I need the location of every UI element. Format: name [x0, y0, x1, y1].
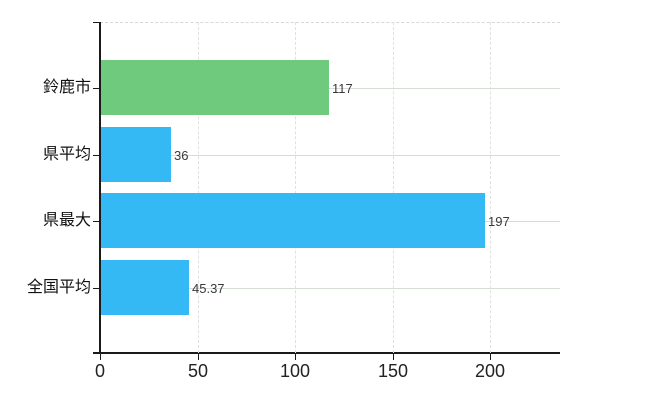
bar: [101, 193, 485, 248]
y-axis-tick: [93, 88, 100, 89]
y-axis-line: [99, 22, 101, 353]
x-axis-tick: [198, 354, 199, 360]
bar-value-label: 36: [174, 148, 189, 163]
y-axis-top-tick: [93, 22, 100, 23]
x-axis-tick: [490, 354, 491, 360]
category-label: 全国平均: [26, 279, 91, 296]
category-gridline: [101, 155, 560, 156]
bar: [101, 127, 171, 182]
y-axis-tick: [93, 288, 100, 289]
y-axis-tick: [93, 155, 100, 156]
x-tick-label: 100: [279, 361, 311, 381]
bar-value-label: 197: [488, 214, 510, 229]
x-gridline: [198, 22, 199, 353]
x-gridline: [490, 22, 491, 353]
x-axis-tick: [295, 354, 296, 360]
y-axis-tick: [93, 221, 100, 222]
category-gridline: [101, 88, 560, 89]
category-gridline: [101, 288, 560, 289]
x-tick-label: 0: [94, 361, 105, 381]
category-label: 県平均: [42, 146, 91, 163]
x-axis-tick: [393, 354, 394, 360]
x-gridline: [393, 22, 394, 353]
bar: [101, 60, 329, 115]
x-tick-label: 200: [474, 361, 506, 381]
plot-top-border: [100, 22, 560, 23]
category-label: 県最大: [42, 212, 91, 229]
bar-value-label: 117: [332, 81, 353, 96]
bar: [101, 260, 189, 315]
x-tick-label: 150: [377, 361, 409, 381]
category-label: 鈴鹿市: [42, 79, 91, 96]
x-axis-line: [93, 352, 560, 354]
x-axis-tick: [100, 354, 101, 360]
x-tick-label: 50: [187, 361, 209, 381]
x-gridline: [295, 22, 296, 353]
bar-value-label: 45.37: [192, 281, 225, 296]
